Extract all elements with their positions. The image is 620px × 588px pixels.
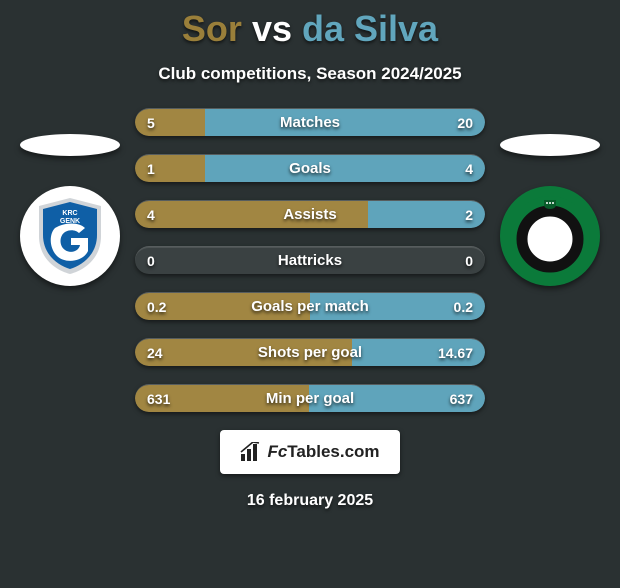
stat-value-right: 20 — [457, 109, 473, 136]
stat-value-right: 0 — [465, 247, 473, 274]
team-left-logo: KRC GENK — [10, 134, 130, 286]
logo-shadow-ellipse — [20, 134, 120, 156]
date-text: 16 february 2025 — [0, 492, 620, 510]
team-right-logo — [490, 134, 610, 286]
stat-value-right: 637 — [450, 385, 473, 412]
fctables-logo[interactable]: FcTables.com — [220, 430, 400, 474]
vs-text: vs — [242, 8, 302, 49]
bars-chart-icon — [240, 442, 262, 462]
stat-value-left: 24 — [147, 339, 163, 366]
stat-label: Shots per goal — [135, 339, 485, 366]
stat-label: Hattricks — [135, 247, 485, 274]
stat-value-left: 631 — [147, 385, 170, 412]
stat-row: Min per goal631 637 — [135, 384, 485, 412]
comparison-title: Sor vs da Silva — [0, 8, 620, 50]
stat-value-left: 0 — [147, 247, 155, 274]
stat-value-right: 2 — [465, 201, 473, 228]
stat-value-right: 0.2 — [454, 293, 473, 320]
stat-value-left: 4 — [147, 201, 155, 228]
svg-text:KRC: KRC — [62, 210, 77, 217]
logo-shadow-ellipse — [500, 134, 600, 156]
subtitle: Club competitions, Season 2024/2025 — [0, 64, 620, 84]
stat-value-left: 1 — [147, 155, 155, 182]
stat-value-right: 4 — [465, 155, 473, 182]
player1-name: Sor — [182, 8, 242, 49]
stat-row: Hattricks0 0 — [135, 246, 485, 274]
brand-prefix: Fc — [267, 442, 287, 462]
brand-suffix: Tables.com — [287, 442, 379, 462]
player2-name: da Silva — [302, 8, 438, 49]
stat-value-left: 5 — [147, 109, 155, 136]
genk-badge: KRC GENK — [20, 186, 120, 286]
stat-label: Goals per match — [135, 293, 485, 320]
stat-row: Assists4 2 — [135, 200, 485, 228]
stat-value-right: 14.67 — [438, 339, 473, 366]
stat-label: Assists — [135, 201, 485, 228]
stat-row: Matches5 20 — [135, 108, 485, 136]
stat-label: Goals — [135, 155, 485, 182]
stat-label: Min per goal — [135, 385, 485, 412]
stats-bars: Matches520Goals14Assists42Hattricks00Goa… — [135, 108, 485, 412]
cercle-ring-icon — [508, 194, 592, 278]
stat-value-left: 0.2 — [147, 293, 166, 320]
stat-row: Shots per goal24 14.67 — [135, 338, 485, 366]
genk-shield-icon: KRC GENK — [35, 196, 105, 276]
cercle-badge — [500, 186, 600, 286]
stat-row: Goals per match0.2 0.2 — [135, 292, 485, 320]
stat-row: Goals1 4 — [135, 154, 485, 182]
stat-label: Matches — [135, 109, 485, 136]
